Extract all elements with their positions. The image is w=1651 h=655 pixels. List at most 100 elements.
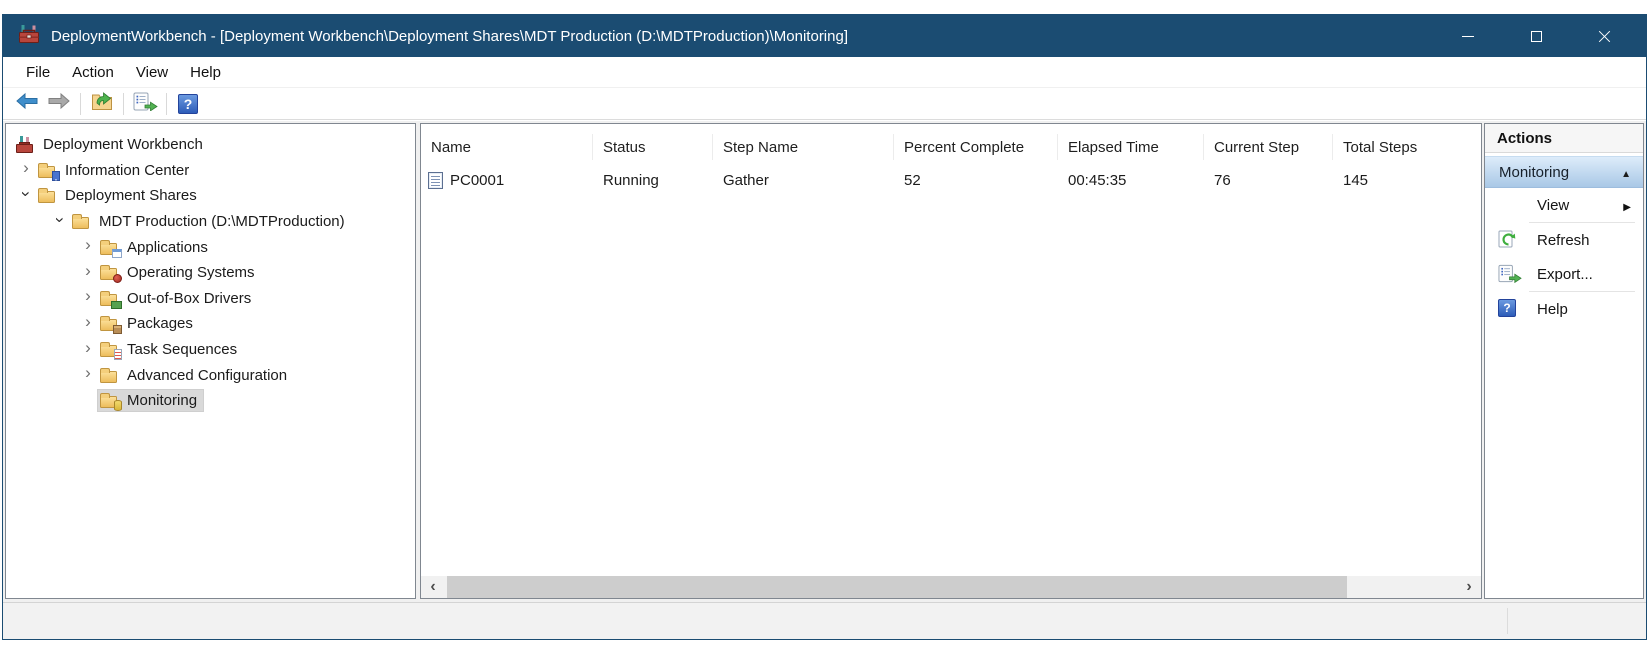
scroll-right-button[interactable] [1457, 576, 1481, 598]
help-icon [1498, 299, 1516, 317]
maximize-icon [1530, 30, 1542, 42]
chevron-right-icon[interactable] [78, 263, 98, 283]
chevron-down-icon[interactable] [16, 186, 36, 206]
actions-pane-title: Actions [1485, 124, 1643, 153]
cell-current-step: 76 [1214, 171, 1231, 189]
menu-file[interactable]: File [26, 63, 51, 81]
cell-elapsed-time: 00:45:35 [1068, 171, 1127, 189]
chevron-right-icon[interactable] [78, 340, 98, 360]
tree-item-information-center[interactable]: Information Center [6, 158, 415, 184]
tree-item-label: Applications [127, 238, 208, 256]
minimize-button[interactable] [1434, 15, 1502, 57]
actions-group-monitoring[interactable]: Monitoring [1485, 156, 1643, 188]
tree-item-advanced-configuration[interactable]: Advanced Configuration [6, 362, 415, 388]
tree: Deployment Workbench Information Center … [6, 124, 415, 414]
tree-item-out-of-box-drivers[interactable]: Out-of-Box Drivers [6, 286, 415, 312]
folder-icon [72, 213, 92, 230]
action-label: Export... [1537, 265, 1593, 283]
horizontal-scrollbar[interactable] [421, 576, 1481, 598]
column-header-elapsed-time[interactable]: Elapsed Time [1058, 134, 1204, 160]
action-label: Refresh [1537, 231, 1590, 249]
column-header-current-step[interactable]: Current Step [1204, 134, 1333, 160]
chevron-down-icon[interactable] [50, 212, 70, 232]
window-title: DeploymentWorkbench - [Deployment Workbe… [51, 27, 848, 45]
cell-total-steps: 145 [1343, 171, 1369, 189]
chevron-right-icon[interactable] [78, 288, 98, 308]
chevron-right-icon[interactable] [16, 160, 36, 180]
export-list-icon [1498, 264, 1522, 287]
folder-up-icon [90, 91, 114, 117]
back-button[interactable] [11, 91, 43, 117]
tree-item-task-sequences[interactable]: Task Sequences [6, 337, 415, 363]
submenu-arrow-icon [1623, 197, 1631, 214]
table-row[interactable]: PC0001 Running Gather 52 00:45:35 76 145 [421, 167, 1481, 193]
toolbar-separator [80, 92, 81, 115]
cell-percent-complete: 52 [904, 171, 921, 189]
menu-action[interactable]: Action [72, 63, 114, 81]
tree-item-deployment-workbench[interactable]: Deployment Workbench [6, 132, 415, 158]
help-button[interactable] [172, 91, 204, 117]
up-one-level-button[interactable] [86, 91, 118, 117]
toolbar-separator [166, 92, 167, 115]
cell-status: Running [603, 171, 659, 189]
chevron-right-icon[interactable] [78, 365, 98, 385]
chevron-right-icon[interactable] [78, 314, 98, 334]
workbench-icon [16, 136, 36, 154]
column-header-name[interactable]: Name [421, 134, 593, 160]
menubar: File Action View Help [3, 57, 1646, 88]
console-tree-pane: Deployment Workbench Information Center … [5, 123, 416, 599]
titlebar: DeploymentWorkbench - [Deployment Workbe… [3, 15, 1646, 57]
status-bar [3, 602, 1646, 639]
tree-item-label: Task Sequences [127, 341, 238, 359]
menu-help[interactable]: Help [190, 63, 221, 81]
action-help[interactable]: Help [1485, 292, 1643, 326]
results-pane: Name Status Step Name Percent Complete E… [420, 123, 1482, 599]
column-header-percent-complete[interactable]: Percent Complete [894, 134, 1058, 160]
toolbar [3, 88, 1646, 120]
tree-item-label: MDT Production (D:\MDTProduction) [99, 213, 345, 231]
maximize-button[interactable] [1502, 15, 1570, 57]
operating-systems-folder-icon [100, 264, 122, 284]
tree-item-operating-systems[interactable]: Operating Systems [6, 260, 415, 286]
forward-button[interactable] [43, 91, 75, 117]
collapse-up-icon[interactable] [1621, 164, 1631, 181]
help-icon [178, 93, 198, 114]
tree-item-label: Packages [127, 315, 193, 333]
column-header-step-name[interactable]: Step Name [713, 134, 894, 160]
tree-item-label: Monitoring [127, 392, 198, 410]
window-controls [1434, 15, 1638, 57]
export-list-icon [133, 92, 158, 116]
actions-separator [1529, 222, 1635, 223]
applications-folder-icon [100, 239, 122, 258]
scrollbar-thumb[interactable] [447, 576, 1347, 598]
app-toolbox-icon [18, 24, 40, 49]
export-list-button[interactable] [129, 91, 161, 117]
folder-icon [100, 367, 120, 384]
actions-separator [1529, 291, 1635, 292]
close-button[interactable] [1570, 15, 1638, 57]
toolbar-separator [123, 92, 124, 115]
back-arrow-icon [15, 92, 39, 115]
cell-name: PC0001 [450, 171, 505, 189]
tree-item-packages[interactable]: Packages [6, 311, 415, 337]
close-icon [1598, 30, 1611, 43]
scroll-left-button[interactable] [421, 576, 445, 598]
cell-step-name: Gather [723, 171, 769, 189]
tree-item-monitoring[interactable]: Monitoring [6, 388, 415, 414]
content-area: Deployment Workbench Information Center … [3, 121, 1646, 602]
chevron-right-icon[interactable] [78, 237, 98, 257]
tree-item-deployment-shares[interactable]: Deployment Shares [6, 183, 415, 209]
tree-item-mdt-production[interactable]: MDT Production (D:\MDTProduction) [6, 209, 415, 235]
tree-item-label: Information Center [65, 161, 190, 179]
column-header-total-steps[interactable]: Total Steps [1343, 138, 1418, 156]
computer-list-icon [428, 171, 443, 189]
action-view[interactable]: View [1485, 188, 1643, 222]
actions-group-label: Monitoring [1499, 163, 1570, 181]
action-refresh[interactable]: Refresh [1485, 223, 1643, 257]
tree-item-applications[interactable]: Applications [6, 234, 415, 260]
action-export[interactable]: Export... [1485, 257, 1643, 291]
monitoring-folder-icon [100, 392, 122, 412]
list-header: Name Status Step Name Percent Complete E… [421, 132, 1481, 162]
column-header-status[interactable]: Status [593, 134, 713, 160]
menu-view[interactable]: View [135, 63, 169, 81]
